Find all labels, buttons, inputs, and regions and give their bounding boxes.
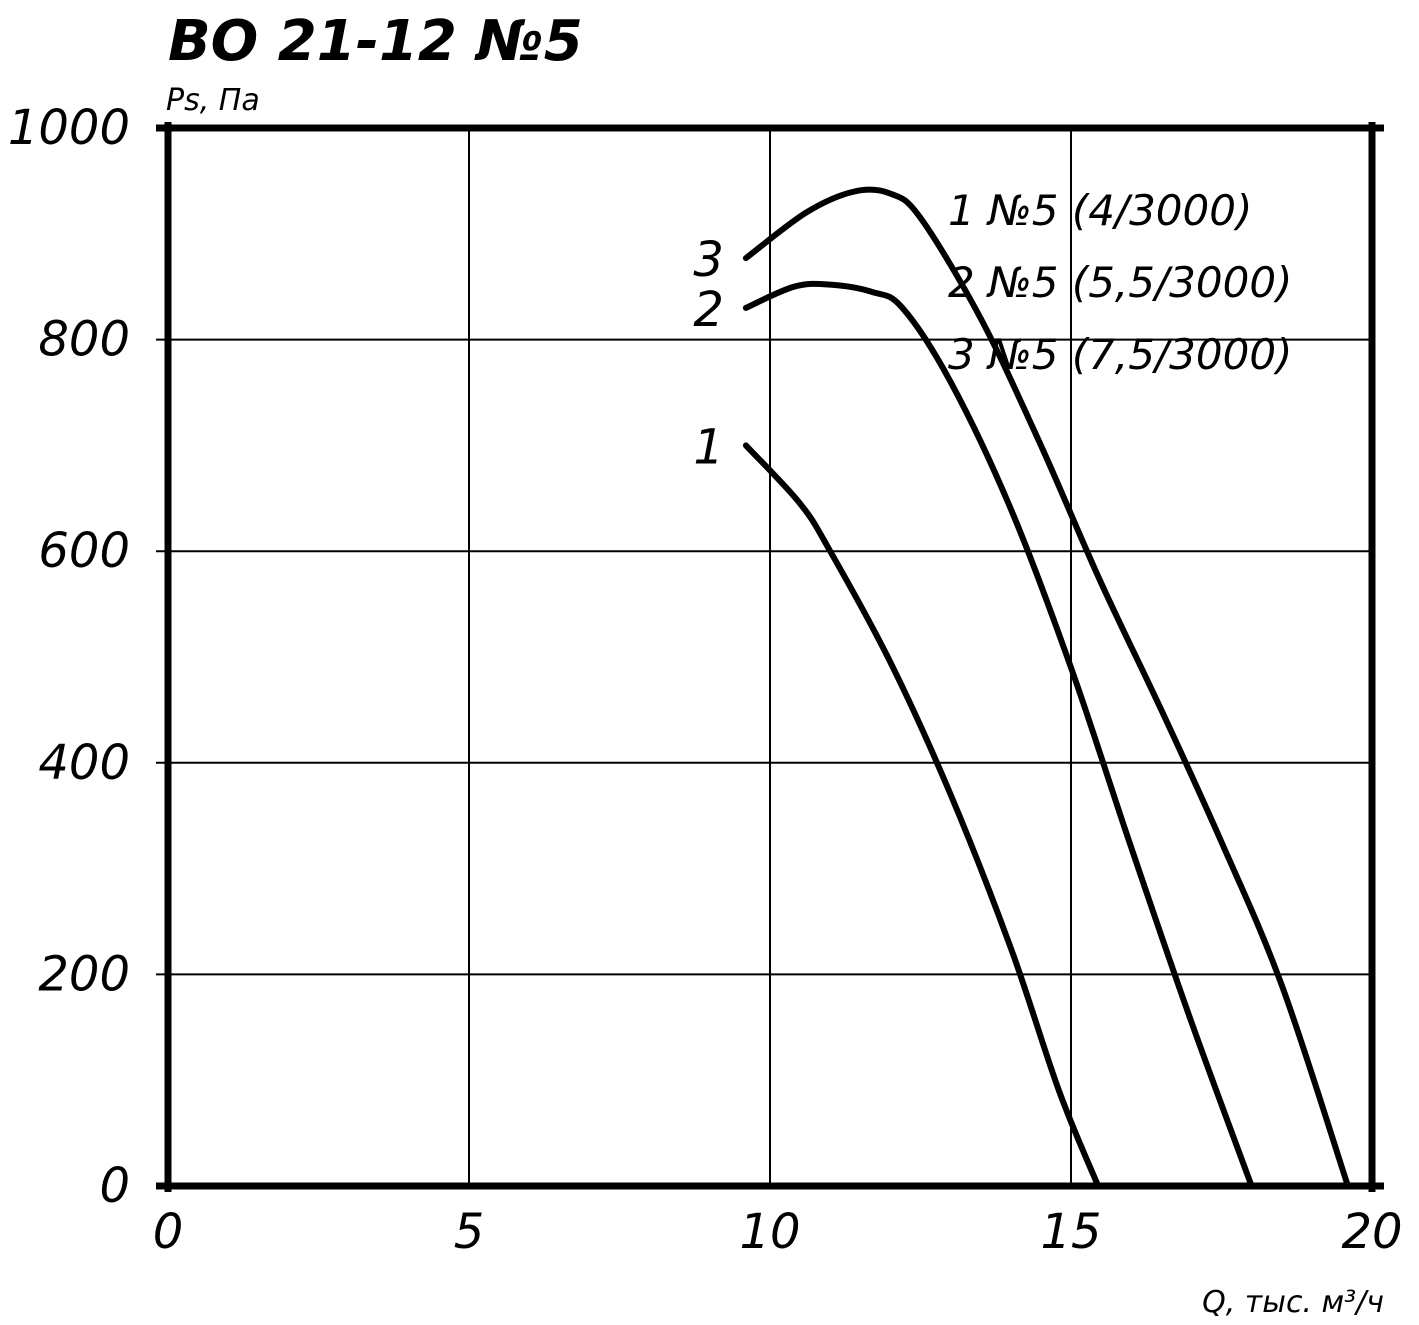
- legend-entry-2: 2 №5 (5,5/3000): [948, 258, 1292, 307]
- y-tick-label: 200: [38, 946, 130, 1002]
- x-tick-label: 10: [739, 1204, 800, 1260]
- curve-1: [742, 442, 1102, 1189]
- tick-labels: 0 200 400 600 800 1000 0 5 10 15 20: [8, 100, 1403, 1260]
- curve-2: [742, 280, 1255, 1189]
- y-tick-label: 0: [99, 1158, 130, 1214]
- curve-3: [742, 186, 1351, 1189]
- plot-frame: [156, 122, 1384, 1192]
- x-tick-label: 0: [153, 1204, 184, 1260]
- legend-entry-3: 3 №5 (7,5/3000): [948, 330, 1292, 379]
- y-axis-label: Ps, Па: [166, 83, 260, 118]
- x-tick-label: 20: [1341, 1204, 1402, 1260]
- y-tick-label: 400: [38, 735, 130, 791]
- performance-curves: [742, 186, 1351, 1189]
- legend-entry-1: 1 №5 (4/3000): [948, 186, 1252, 235]
- curve-labels: 1 23: [693, 232, 724, 475]
- y-tick-label: 600: [38, 523, 130, 579]
- y-tick-label: 1000: [8, 100, 130, 156]
- x-tick-label: 15: [1040, 1204, 1101, 1260]
- x-tick-label: 5: [454, 1204, 485, 1260]
- x-axis-label: Q, тыс. м³/ч: [1202, 1285, 1384, 1320]
- curve-label-3: 3: [693, 232, 724, 288]
- y-tick-label: 800: [38, 312, 130, 368]
- legend: 1 №5 (4/3000) 2 №5 (5,5/3000) 3 №5 (7,5/30…: [948, 186, 1292, 379]
- curve-label-2: 2: [693, 282, 724, 338]
- curve-label-1: 1: [693, 419, 724, 475]
- grid-lines: [156, 128, 1372, 1186]
- chart-title: ВО 21-12 №5: [168, 9, 583, 74]
